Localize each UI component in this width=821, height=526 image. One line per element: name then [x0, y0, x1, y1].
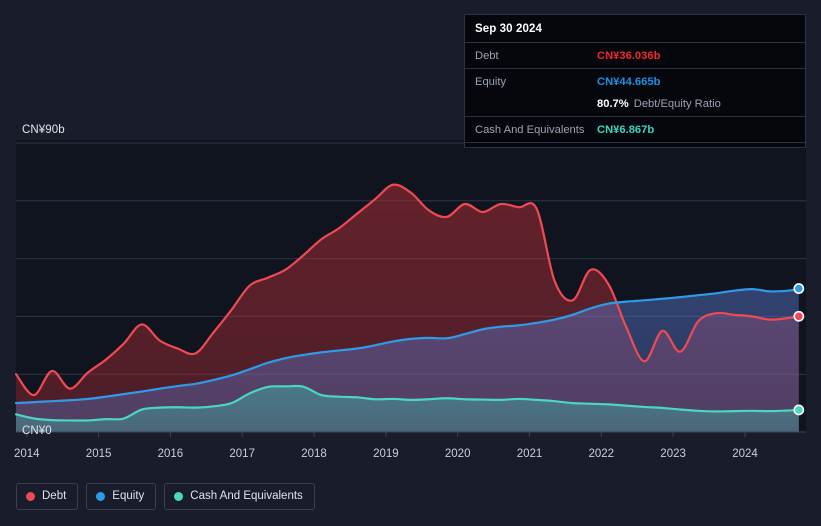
tooltip-date: Sep 30 2024: [475, 23, 542, 35]
x-tick-2020: 2020: [444, 448, 471, 460]
legend-color-dot-icon: [26, 492, 35, 501]
tooltip-row-equity: Equity CN¥44.665b: [465, 68, 805, 94]
line-equity: [14, 287, 800, 405]
legend-label: Cash And Equivalents: [190, 489, 303, 502]
legend-color-dot-icon: [96, 492, 106, 501]
endpoint-markers: [793, 283, 805, 416]
chart-legend: Debt Equity Cash And Equivalents: [16, 483, 315, 510]
line-debt: [14, 183, 800, 397]
chart-areas: [16, 184, 799, 432]
x-tick-2015: 2015: [85, 448, 112, 460]
tooltip-debt-value: CN¥36.036b: [597, 49, 661, 62]
tooltip-row-cash: Cash And Equivalents CN¥6.867b: [465, 116, 805, 142]
tooltip-cash-value: CN¥6.867b: [597, 123, 655, 136]
financial-area-chart: [14, 140, 806, 437]
tooltip-row-debt: Debt CN¥36.036b: [465, 42, 805, 68]
data-tooltip: Sep 30 2024 Debt CN¥36.036b Equity CN¥44…: [464, 14, 806, 148]
x-axis-tick-labels: 2014 2015 2016 2017 2018 2019 2020 2021 2022 2023…: [0, 448, 821, 468]
tooltip-equity-value: CN¥44.665b: [597, 75, 661, 88]
tooltip-ratio: 80.7% Debt/Equity Ratio: [597, 98, 721, 110]
x-tick-2024: 2024: [732, 448, 758, 460]
chart-lines: [14, 183, 800, 422]
tooltip-debt-label: Debt: [475, 49, 499, 62]
x-tick-2021: 2021: [516, 448, 543, 460]
endpoint-debt: [793, 310, 805, 322]
y-axis-max-label: CN¥90b: [22, 124, 65, 136]
tooltip-ratio-label: Debt/Equity Ratio: [633, 97, 721, 110]
endpoint-equity: [793, 283, 805, 294]
tooltip-footer-divider: [465, 142, 805, 147]
x-tick-2022: 2022: [588, 448, 615, 460]
legend-item-debt[interactable]: Debt: [16, 483, 79, 510]
legend-item-equity[interactable]: Equity: [86, 483, 157, 510]
tooltip-ratio-value: 80.7%: [597, 97, 629, 110]
legend-item-cash-and-equivalents[interactable]: Cash And Equivalents: [164, 483, 315, 510]
tooltip-cash-label: Cash And Equivalents: [475, 123, 585, 136]
x-tick-2014: 2014: [14, 448, 40, 460]
x-tick-2018: 2018: [301, 448, 327, 460]
x-tick-2019: 2019: [373, 448, 399, 460]
endpoint-cash-and-equivalents: [793, 404, 805, 416]
legend-label: Debt: [42, 489, 67, 502]
legend-label: Equity: [112, 489, 145, 502]
y-axis-min-label: CN¥0: [22, 425, 52, 437]
chart-container: [14, 140, 806, 437]
line-cash-and-equivalents: [14, 384, 800, 422]
x-tick-2023: 2023: [660, 448, 686, 460]
x-tick-marks: [26, 432, 746, 437]
area-equity: [16, 288, 799, 432]
tooltip-row-ratio: 80.7% Debt/Equity Ratio: [465, 94, 805, 116]
tooltip-equity-label: Equity: [475, 75, 507, 88]
x-tick-2017: 2017: [229, 448, 255, 460]
legend-color-dot-icon: [174, 492, 184, 501]
x-tick-2016: 2016: [157, 448, 184, 460]
area-cash-and-equivalents: [16, 385, 799, 432]
